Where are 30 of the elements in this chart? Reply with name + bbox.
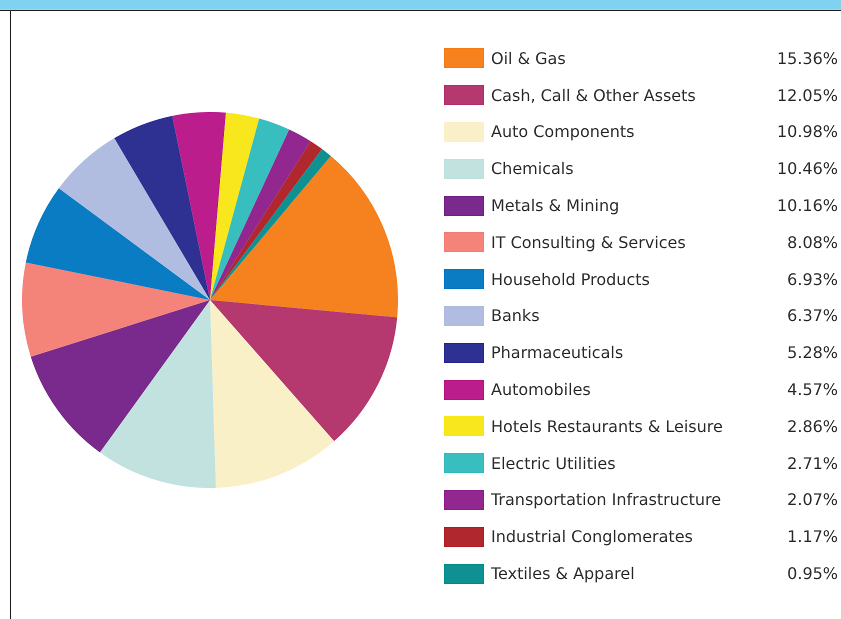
legend-label: Hotels Restaurants & Leisure	[491, 416, 724, 436]
data-label: 15.36%	[776, 48, 838, 68]
legend-label: Transportation Infrastructure	[491, 490, 722, 510]
data-label: 4.57%	[787, 380, 838, 400]
legend-label: Banks	[491, 306, 541, 326]
data-label: 2.71%	[787, 454, 838, 473]
legend-label: Chemicals	[491, 159, 575, 178]
data-label: 8.08%	[787, 232, 838, 252]
legend-label: Cash, Call & Other Assets	[491, 86, 697, 105]
data-label: 2.07%	[787, 490, 838, 510]
legend-label: Industrial Conglomerates	[491, 527, 694, 546]
data-label: 0.95%	[787, 564, 838, 584]
data-label: 12.05%	[776, 86, 838, 105]
data-label: 2.86%	[787, 416, 838, 436]
legend-label: Pharmaceuticals	[491, 343, 624, 362]
legend-label: Household Products	[491, 270, 651, 289]
legend-label: Automobiles	[491, 380, 592, 400]
legend-label: Oil & Gas	[491, 48, 567, 68]
legend-label: IT Consulting & Services	[491, 232, 687, 252]
data-label: 1.17%	[787, 527, 838, 546]
legend-label: Auto Components	[491, 122, 636, 142]
data-label: 10.46%	[776, 159, 838, 178]
legend-label: Metals & Mining	[491, 196, 620, 216]
data-label: 10.98%	[776, 122, 838, 142]
data-label: 6.93%	[787, 270, 838, 289]
legend-label: Electric Utilities	[491, 454, 617, 473]
data-label: 5.28%	[787, 343, 838, 362]
legend-label: Textiles & Apparel	[491, 564, 636, 584]
data-label: 10.16%	[776, 196, 838, 216]
data-label: 6.37%	[787, 306, 838, 326]
